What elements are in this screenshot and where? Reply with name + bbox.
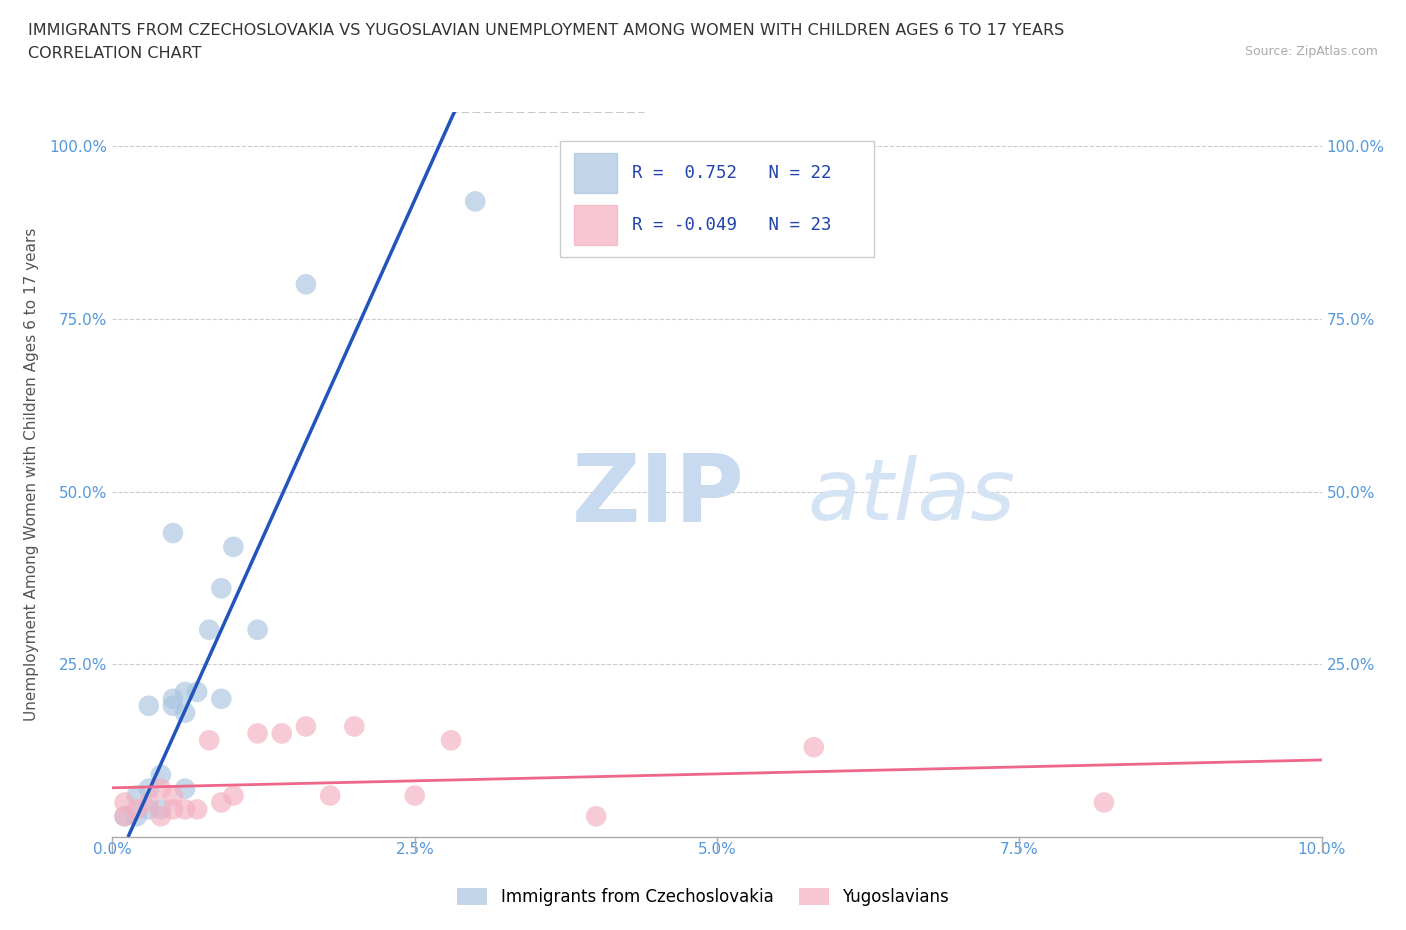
Text: IMMIGRANTS FROM CZECHOSLOVAKIA VS YUGOSLAVIAN UNEMPLOYMENT AMONG WOMEN WITH CHIL: IMMIGRANTS FROM CZECHOSLOVAKIA VS YUGOSL…	[28, 23, 1064, 38]
Point	[440, 733, 463, 748]
Point	[209, 795, 232, 810]
Point	[803, 739, 825, 754]
Text: ZIP: ZIP	[572, 450, 745, 542]
Point	[162, 691, 184, 706]
Point	[149, 781, 172, 796]
Point	[464, 194, 486, 209]
Point	[1092, 795, 1115, 810]
Text: R = -0.049   N = 23: R = -0.049 N = 23	[633, 217, 832, 234]
Point	[138, 698, 160, 713]
Point	[114, 809, 136, 824]
Point	[149, 767, 172, 782]
Point	[246, 622, 269, 637]
Point	[114, 809, 136, 824]
Bar	[575, 153, 617, 193]
Point	[174, 684, 197, 699]
Point	[198, 622, 221, 637]
Point	[270, 726, 292, 741]
Point	[198, 733, 221, 748]
Point	[343, 719, 366, 734]
Point	[162, 802, 184, 817]
Point	[186, 684, 208, 699]
Point	[295, 719, 318, 734]
Point	[138, 795, 160, 810]
Point	[186, 802, 208, 817]
Point	[125, 802, 148, 817]
Text: R =  0.752   N = 22: R = 0.752 N = 22	[633, 164, 832, 182]
Point	[149, 802, 172, 817]
Point	[162, 698, 184, 713]
Point	[404, 788, 426, 803]
Point	[209, 691, 232, 706]
Point	[138, 802, 160, 817]
Point	[114, 795, 136, 810]
Point	[162, 525, 184, 540]
Text: atlas: atlas	[807, 455, 1015, 538]
Point	[125, 809, 148, 824]
Point	[174, 802, 197, 817]
Point	[209, 581, 232, 596]
FancyBboxPatch shape	[560, 140, 875, 257]
Point	[138, 781, 160, 796]
Legend: Immigrants from Czechoslovakia, Yugoslavians: Immigrants from Czechoslovakia, Yugoslav…	[451, 881, 955, 912]
Point	[174, 781, 197, 796]
Point	[246, 726, 269, 741]
Point	[125, 788, 148, 803]
Point	[162, 788, 184, 803]
Point	[174, 705, 197, 720]
Point	[222, 539, 245, 554]
Y-axis label: Unemployment Among Women with Children Ages 6 to 17 years: Unemployment Among Women with Children A…	[24, 228, 38, 721]
Text: CORRELATION CHART: CORRELATION CHART	[28, 46, 201, 61]
Text: Source: ZipAtlas.com: Source: ZipAtlas.com	[1244, 45, 1378, 58]
Point	[222, 788, 245, 803]
Point	[149, 809, 172, 824]
Point	[585, 809, 607, 824]
Point	[319, 788, 342, 803]
Point	[295, 277, 318, 292]
Bar	[575, 206, 617, 246]
